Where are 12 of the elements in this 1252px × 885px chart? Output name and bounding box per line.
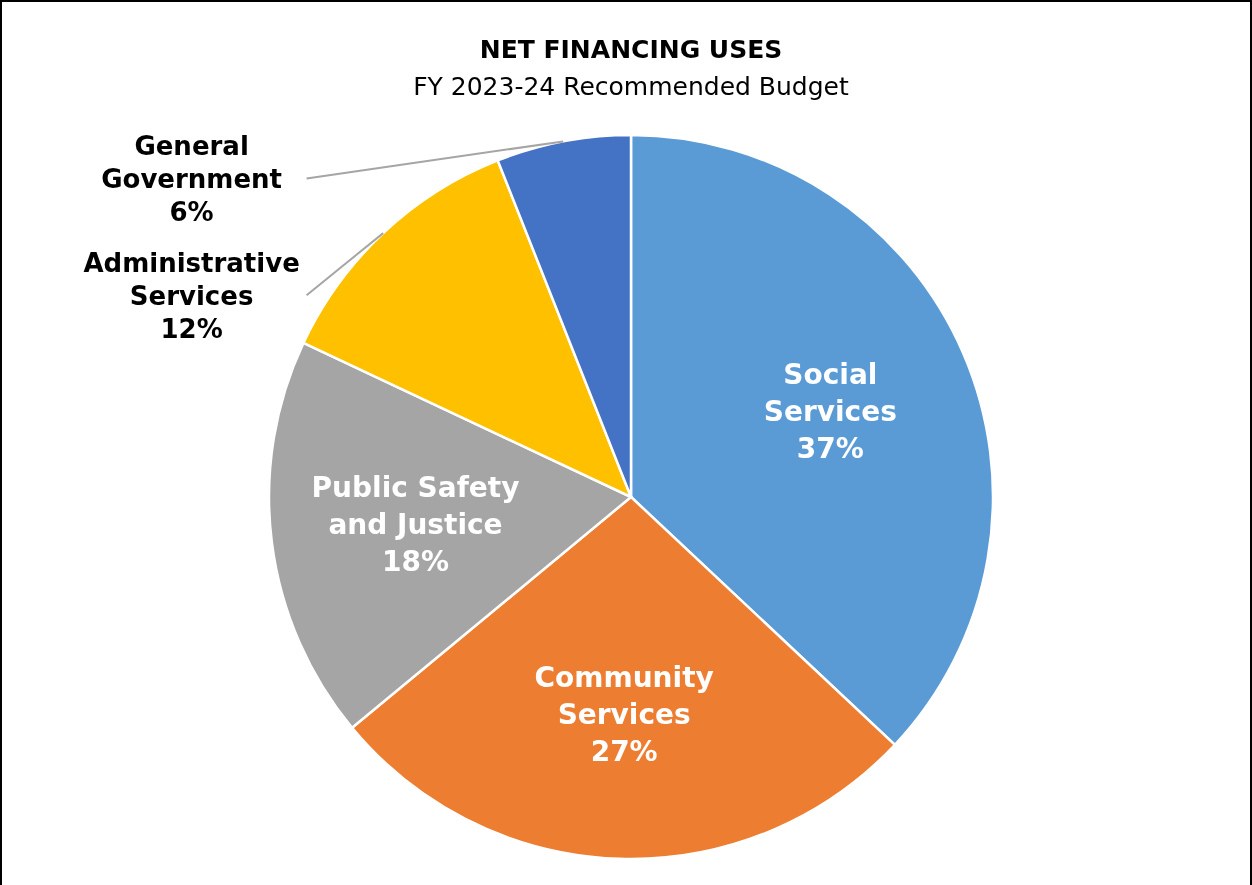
slice-label: Administrative Services xyxy=(83,248,300,312)
data-label: 18% xyxy=(382,545,450,579)
data-label: 6% xyxy=(169,197,214,228)
slice-label: Community Services xyxy=(534,661,714,732)
slice-label: Social Services xyxy=(763,357,897,428)
chart-title: NET FINANCING USES xyxy=(479,35,783,64)
data-label: 27% xyxy=(590,735,658,769)
slice-label: General Government xyxy=(101,131,282,195)
chart-subtitle: FY 2023-24 Recommended Budget xyxy=(413,72,849,101)
data-label: 12% xyxy=(160,314,223,345)
data-label: 37% xyxy=(796,431,864,465)
slice-label: Public Safety and Justice xyxy=(311,471,520,542)
